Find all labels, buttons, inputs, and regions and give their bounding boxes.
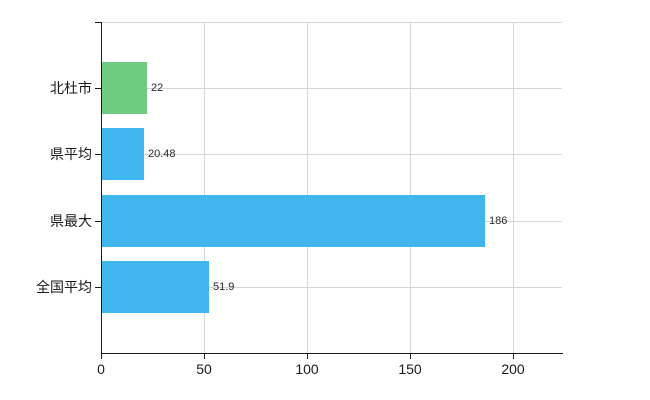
category-label: 北杜市 [50,80,92,96]
category-label: 県最大 [50,213,92,229]
x-axis-tick [101,354,102,359]
value-label: 22 [151,82,164,94]
x-tick-label: 100 [295,361,319,377]
bar-4 [102,261,209,313]
category-label: 県平均 [50,146,92,162]
y-axis-tick [95,88,101,89]
x-tick-label: 150 [398,361,422,377]
gridline-horizontal [102,88,562,89]
y-axis-tick [95,287,101,288]
x-tick-label: 200 [501,361,525,377]
gridline-vertical [513,22,514,353]
x-axis-line [101,353,563,354]
gridline-vertical [307,22,308,353]
value-label: 186 [489,215,508,227]
x-axis-tick [204,354,205,359]
y-axis-tick [95,22,101,23]
y-axis-tick [95,221,101,222]
x-tick-label: 0 [97,361,105,377]
bar-2 [102,128,144,180]
gridline-vertical [410,22,411,353]
bar-3 [102,195,485,247]
x-axis-tick [513,354,514,359]
x-axis-tick [307,354,308,359]
x-tick-label: 50 [196,361,212,377]
gridline-horizontal [102,287,562,288]
gridline-horizontal [102,154,562,155]
y-axis-line [101,22,102,354]
x-axis-tick [410,354,411,359]
y-axis-tick [95,154,101,155]
category-label: 全国平均 [36,279,92,295]
value-label: 51.9 [213,281,235,293]
gridline-vertical [204,22,205,353]
bar-1 [102,62,147,114]
value-label: 20.48 [148,148,176,160]
gridline-horizontal [102,22,562,23]
